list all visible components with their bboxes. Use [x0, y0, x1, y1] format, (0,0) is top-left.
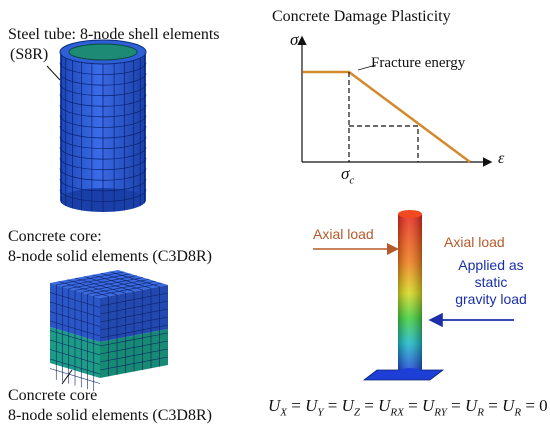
y-axis-symbol: σ: [290, 30, 299, 49]
equation-text: UX = UY = UZ = URX = URY = UR = UR = 0: [268, 396, 548, 419]
boundary-condition-equation: UX = UY = UZ = URX = URY = UR = UR = 0: [268, 396, 548, 418]
cdp-chart-title: Concrete Damage Plasticity: [272, 8, 451, 25]
sigma-c-tick-label: σc: [341, 164, 354, 186]
cdp-chart: [297, 35, 493, 167]
concrete-core-label-line2: 8-node solid elements (C3D8R): [8, 248, 212, 265]
column-model: [362, 210, 445, 381]
concrete-core-bottom-label: Concrete core 8-node solid elements (C3D…: [8, 386, 212, 426]
concrete-core-label-line1: Concrete core:: [8, 228, 102, 245]
steel-tube-label: Steel tube: 8-node shell elements (S8R): [8, 25, 220, 65]
gravity-load-line3: gravity load: [455, 291, 527, 307]
cdp-curve: [303, 70, 471, 164]
concrete-core-bottom-line1: Concrete core: [8, 387, 98, 404]
gravity-load-line1: Applied as: [458, 257, 524, 273]
steel-tube-label-line1: Steel tube: 8-node shell elements: [8, 26, 220, 43]
axial-load-left-label: Axial load: [313, 226, 374, 242]
concrete-core-leader: [61, 369, 73, 385]
concrete-core-bottom-line2: 8-node solid elements (C3D8R): [8, 407, 212, 424]
concrete-core-label: Concrete core: 8-node solid elements (C3…: [8, 227, 212, 267]
x-axis-symbol: ε: [498, 150, 505, 167]
axial-load-right-label: Axial load: [444, 234, 505, 250]
gravity-load-label: Applied as static gravity load: [443, 257, 539, 308]
gravity-load-line2: static: [474, 274, 508, 290]
sigma-c-symbol: σ: [341, 164, 350, 183]
sigma-c-subscript: c: [349, 174, 355, 187]
steel-tube-leader: [46, 65, 61, 81]
fracture-energy-label: Fracture energy: [371, 55, 466, 71]
steel-tube-model: [59, 39, 147, 212]
steel-tube-label-line2: (S8R): [10, 46, 49, 63]
concrete-core-model: [49, 270, 169, 392]
fracture-energy-leader: [357, 64, 377, 71]
energy-dashed-box: [349, 125, 419, 162]
